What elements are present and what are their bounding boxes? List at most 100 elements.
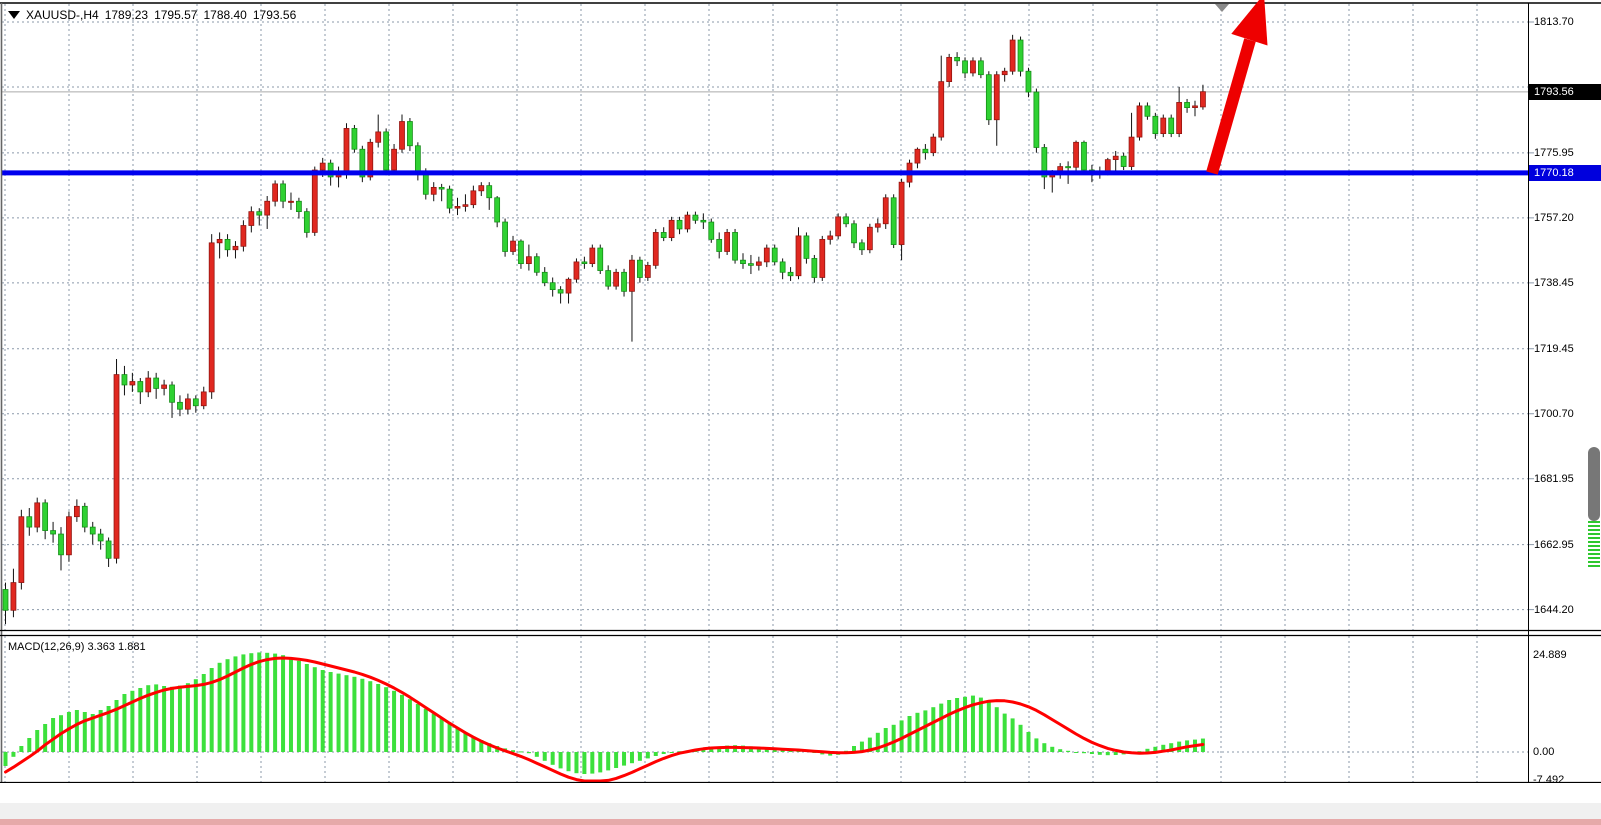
candle <box>1136 105 1143 138</box>
macd-histogram-bar <box>1145 748 1150 752</box>
macd-histogram-bar <box>1105 752 1110 756</box>
candle <box>1168 117 1175 135</box>
macd-histogram-bar <box>1026 732 1031 752</box>
candle <box>763 247 770 263</box>
macd-histogram-bar <box>994 707 999 752</box>
macd-histogram-bar <box>74 710 79 752</box>
candle <box>684 214 691 230</box>
macd-histogram-bar <box>852 746 857 752</box>
candle <box>1120 155 1127 167</box>
macd-histogram-bar <box>1002 713 1007 752</box>
candle <box>50 530 56 535</box>
candle <box>557 289 564 294</box>
candle <box>748 263 754 266</box>
macd-histogram-bar <box>614 752 619 768</box>
macd-histogram-bar <box>376 684 381 752</box>
price-tick-label: 1738.45 <box>1534 277 1574 289</box>
trend-arrow-head[interactable] <box>1231 0 1268 46</box>
candle <box>264 200 271 216</box>
ohlc-close: 1793.56 <box>252 8 297 22</box>
candle <box>1033 91 1040 148</box>
price-tick-label: 1644.20 <box>1534 604 1574 616</box>
candle <box>1001 70 1008 76</box>
macd-histogram-bar <box>661 752 666 754</box>
candle <box>351 128 358 150</box>
macd-histogram-bar <box>296 660 301 752</box>
macd-histogram-bar <box>764 748 769 752</box>
candle <box>1152 115 1159 135</box>
candle <box>1112 155 1119 161</box>
candle <box>835 216 842 237</box>
candle <box>414 145 421 174</box>
macd-histogram-bar <box>598 752 603 773</box>
macd-histogram-bar <box>542 752 547 761</box>
candle <box>954 56 960 62</box>
symbol-dropdown-icon[interactable] <box>8 11 20 19</box>
macd-histogram-bar <box>1050 746 1055 752</box>
macd-histogram-bar <box>709 748 714 752</box>
macd-histogram-bar <box>257 652 262 752</box>
candle <box>208 242 215 393</box>
macd-histogram-bar <box>66 712 71 752</box>
candle <box>185 398 191 410</box>
candle <box>1176 102 1183 135</box>
candle <box>177 401 183 410</box>
trend-arrow-shaft[interactable] <box>1206 38 1256 175</box>
macd-histogram-bar <box>891 724 896 752</box>
candle <box>224 238 231 251</box>
macd-histogram-bar <box>637 752 642 761</box>
macd-histogram-bar <box>622 752 627 766</box>
macd-histogram-bar <box>368 681 373 752</box>
time-axis[interactable] <box>0 783 1601 803</box>
macd-histogram-bar <box>479 740 484 752</box>
chart-shift-marker-icon[interactable] <box>1215 4 1229 12</box>
macd-histogram-bar <box>1169 743 1174 752</box>
scrollbar-thumb[interactable] <box>1588 447 1600 521</box>
candle <box>526 256 532 265</box>
candle <box>1192 105 1198 109</box>
window-bottom-strip <box>0 803 1601 819</box>
candle <box>145 377 152 393</box>
candle <box>724 232 731 252</box>
macd-histogram-bar <box>162 686 167 752</box>
candle <box>914 148 921 164</box>
macd-histogram-bar <box>431 713 436 752</box>
candle <box>771 247 778 263</box>
candle <box>692 214 699 221</box>
candle <box>970 60 976 74</box>
candle <box>2 589 9 611</box>
macd-histogram-bar <box>273 653 278 752</box>
macd-histogram-bar <box>177 685 182 752</box>
macd-histogram-bar <box>447 723 452 752</box>
macd-histogram-bar <box>963 696 968 752</box>
macd-histogram-bar <box>19 746 24 752</box>
macd-tick-label: 0.00 <box>1533 746 1555 758</box>
candle <box>1025 70 1032 93</box>
candle <box>446 188 453 209</box>
candle <box>962 60 968 74</box>
bid-price-badge: 1793.56 <box>1529 84 1601 100</box>
macd-histogram-bar <box>98 710 103 752</box>
candle <box>1104 159 1111 172</box>
macd-histogram-bar <box>518 751 523 753</box>
candle <box>605 270 612 287</box>
price-tick-label: 1757.20 <box>1534 212 1574 224</box>
macd-histogram-bar <box>1113 752 1118 755</box>
candle <box>1009 39 1016 72</box>
candle <box>391 148 397 171</box>
macd-histogram-bar <box>130 690 135 752</box>
candle <box>502 221 508 252</box>
macd-histogram-bar <box>43 724 48 752</box>
candle <box>311 169 318 233</box>
ohlc-high: 1795.57 <box>154 8 198 22</box>
macd-histogram-bar <box>193 679 198 752</box>
macd-histogram-bar <box>27 738 32 752</box>
candle <box>296 200 302 213</box>
macd-histogram-bar <box>304 664 309 752</box>
macd-histogram-bar <box>1066 750 1071 752</box>
macd-indicator-label: MACD(12,26,9) 3.363 1.881 <box>8 641 146 653</box>
macd-histogram-bar <box>970 695 975 752</box>
candle <box>1081 141 1087 171</box>
candle <box>993 74 1000 121</box>
